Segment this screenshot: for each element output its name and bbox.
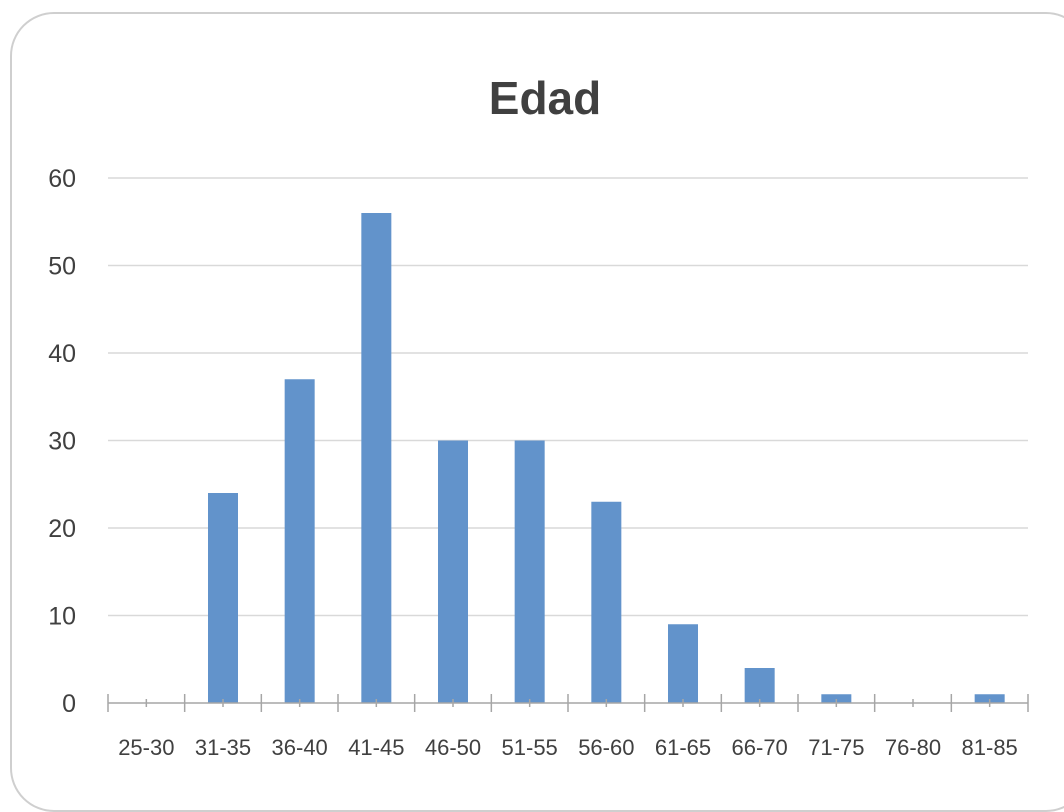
x-tick-label: 61-65 <box>655 735 711 760</box>
y-tick-label: 0 <box>62 690 76 718</box>
x-axis-labels: 25-30 31-35 36-40 41-45 46-50 51-55 56-60 61-65… <box>118 735 1018 760</box>
bar-71-75 <box>821 694 852 703</box>
bar-31-35 <box>208 493 238 703</box>
x-tick-label: 81-85 <box>962 735 1018 760</box>
x-tick-label: 36-40 <box>272 735 328 760</box>
y-axis-ticks: 0 10 20 30 40 50 60 <box>48 165 76 718</box>
x-tick-label: 66-70 <box>732 735 788 760</box>
x-tick-label: 51-55 <box>502 735 558 760</box>
y-tick-label: 60 <box>48 165 76 193</box>
gridlines <box>108 177 1028 617</box>
y-tick-label: 40 <box>48 340 76 368</box>
y-tick-label: 50 <box>48 253 76 281</box>
x-tick-label: 76-80 <box>885 735 941 760</box>
y-tick-label: 20 <box>48 515 76 543</box>
bar-56-60 <box>591 501 622 703</box>
y-tick-label: 10 <box>48 603 76 631</box>
bar-46-50 <box>438 440 468 703</box>
x-tick-label: 46-50 <box>425 735 481 760</box>
bar-81-85 <box>974 694 1005 703</box>
bar-41-45 <box>361 213 392 703</box>
bar-chart: Edad 0 10 20 30 40 50 60 25-30 31-35 36-40 41-45 4… <box>48 72 1029 760</box>
chart-title: Edad <box>489 72 601 124</box>
x-tick-label: 56-60 <box>578 735 634 760</box>
bars <box>208 213 1005 703</box>
x-tick-label: 71-75 <box>808 735 864 760</box>
bar-66-70 <box>744 668 775 703</box>
x-tick-label: 25-30 <box>118 735 174 760</box>
y-tick-label: 30 <box>48 428 76 456</box>
x-tick-label: 31-35 <box>195 735 251 760</box>
bar-36-40 <box>284 379 315 703</box>
bar-61-65 <box>668 624 698 703</box>
x-axis <box>107 694 1029 712</box>
bar-51-55 <box>514 440 545 703</box>
x-tick-label: 41-45 <box>348 735 404 760</box>
